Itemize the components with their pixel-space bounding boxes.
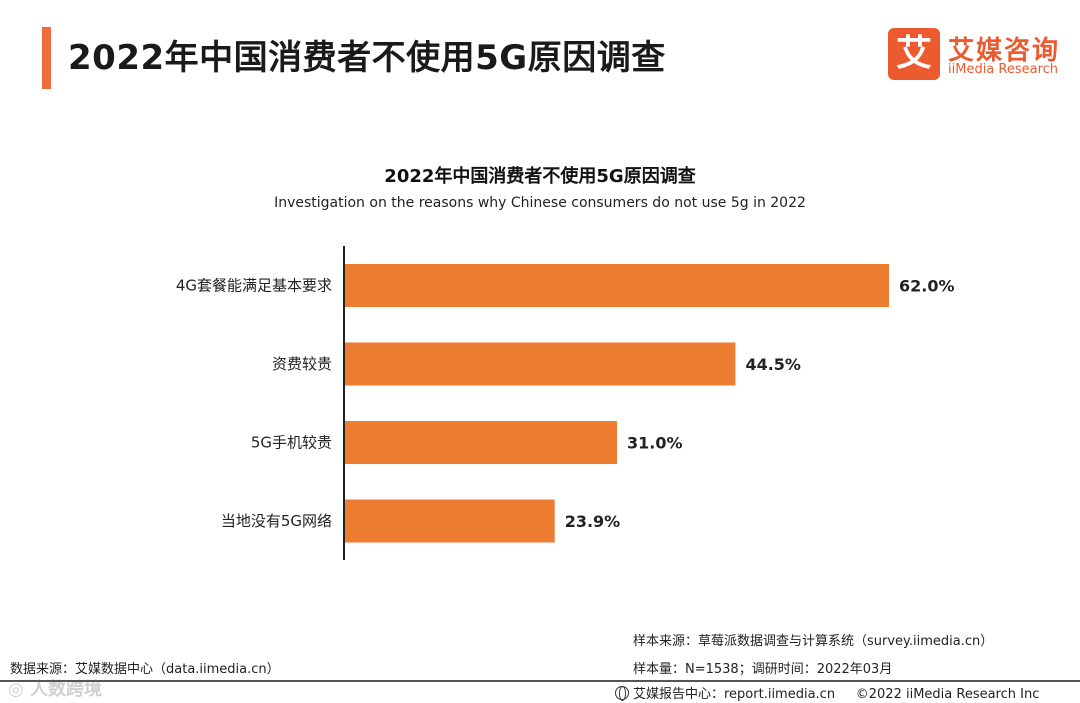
chart-title: 2022年中国消费者不使用5G原因调查 <box>384 166 696 187</box>
value-label-4: 23.9% <box>565 512 621 531</box>
bar-4 <box>345 499 555 543</box>
bar-3 <box>345 421 617 464</box>
globe-icon <box>615 686 629 701</box>
category-label-3: 5G手机较贵 <box>251 434 332 452</box>
chart-subtitle: Investigation on the reasons why Chinese… <box>274 195 806 211</box>
category-label-1: 4G套餐能满足基本要求 <box>176 277 332 295</box>
report-center-link[interactable]: 艾媒报告中心：report.iimedia.cn <box>633 687 836 702</box>
sample-source-note: 样本来源：草莓派数据调查与计算系统（survey.iimedia.cn） <box>633 634 994 649</box>
footer-divider <box>0 680 1080 682</box>
value-label-2: 44.5% <box>745 355 801 374</box>
watermark: ◎ 人数跨境 <box>8 679 102 700</box>
logo: 艾 艾媒咨询 iiMedia Research <box>888 28 1063 84</box>
data-source-note: 数据来源：艾媒数据中心（data.iimedia.cn） <box>10 662 280 677</box>
category-label-2: 资费较贵 <box>272 355 332 373</box>
logo-text-cn: 艾媒咨询 <box>948 36 1061 66</box>
bar-2 <box>345 342 736 386</box>
logo-text-en: iiMedia Research <box>948 62 1059 77</box>
logo-mark-icon: 艾 <box>888 28 940 80</box>
title-accent-bar <box>42 27 51 89</box>
page-title: 2022年中国消费者不使用5G原因调查 <box>68 38 666 78</box>
category-label-4: 当地没有5G网络 <box>221 512 332 530</box>
value-label-1: 62.0% <box>899 277 955 296</box>
bar-chart: 4G套餐能满足基本要求 62.0% 资费较贵 44.5% 5G手机较贵 31.0% 当地没有… <box>176 246 955 560</box>
bar-1 <box>345 264 889 307</box>
copyright-text: ©2022 iiMedia Research Inc <box>855 687 1040 702</box>
value-label-3: 31.0% <box>627 434 683 453</box>
sample-size-note: 样本量：N=1538；调研时间：2022年03月 <box>633 662 893 677</box>
footer-bottom: 艾媒报告中心：report.iimedia.cn ©2022 iiMedia R… <box>615 683 1039 702</box>
